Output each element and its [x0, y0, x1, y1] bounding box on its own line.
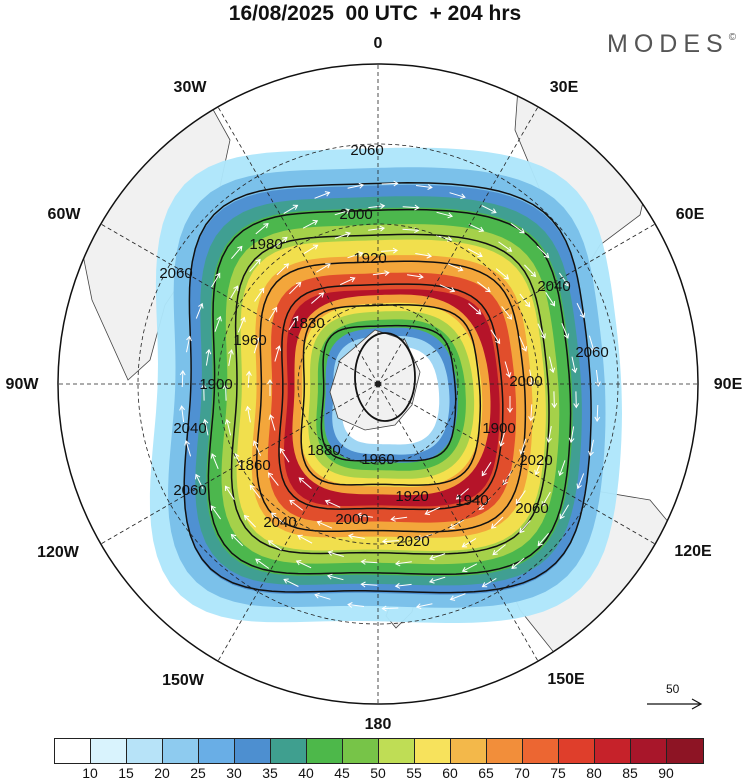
lon-label-60e: 60E	[675, 206, 705, 223]
lon-label-90e: 90E	[713, 376, 743, 393]
lon-label-150e: 150E	[547, 671, 585, 688]
contour-label-c-1940-bottom: 1940	[455, 492, 488, 509]
reference-vector-label: 50	[666, 682, 680, 696]
copyright-mark: ©	[728, 32, 737, 43]
colorbar-label: 60	[442, 765, 458, 781]
colorbar-label: 75	[550, 765, 566, 781]
map-disk	[79, 64, 698, 691]
colorbar-label: 30	[226, 765, 242, 781]
contour-label-c-2020-bottom: 2020	[396, 533, 429, 550]
contour-label-c-2060-lower-left: 2060	[173, 482, 206, 499]
height-contour-2	[230, 233, 550, 555]
contour-label-c-2040-left: 2040	[173, 420, 206, 437]
contour-label-c-1880: 1880	[307, 442, 340, 459]
colorbar-label: 65	[478, 765, 494, 781]
brand-logo: MODES©	[607, 30, 736, 59]
antarctica-coast	[329, 329, 421, 431]
contour-label-c-1920-top: 1920	[353, 250, 386, 267]
colorbar-label: 20	[154, 765, 170, 781]
colorbar-label: 15	[118, 765, 134, 781]
lon-label-120e: 120E	[674, 543, 712, 560]
colorbar-cell	[595, 739, 631, 763]
colorbar-cell	[487, 739, 523, 763]
colorbar	[54, 738, 704, 764]
contour-label-c-2060-top: 2060	[350, 142, 383, 159]
colorbar-cell	[415, 739, 451, 763]
lon-label-30w: 30W	[173, 79, 207, 96]
colorbar-labels: 10 15 20 25 30 35 40 45 50 55 60 65 70 75 80 85 90	[0, 765, 750, 782]
contour-label-c-2060-left: 2060	[159, 265, 192, 282]
contour-label-c-1830: 1830	[291, 315, 324, 332]
contour-label-c-1900-left: 1900	[199, 376, 232, 393]
contour-label-c-1900-right: 1900	[482, 420, 515, 437]
contour-label-c-2000-bottom: 2000	[335, 511, 368, 528]
colorbar-label: 25	[190, 765, 206, 781]
colorbar-label: 10	[82, 765, 98, 781]
contour-label-c-2060-lower-right: 2060	[515, 500, 548, 517]
colorbar-cell	[307, 739, 343, 763]
colorbar-cell	[559, 739, 595, 763]
height-contour-5	[300, 304, 482, 486]
contour-label-c-2000-right: 2000	[509, 373, 542, 390]
contour-label-c-2040-bottom: 2040	[263, 514, 296, 531]
colorbar-label: 55	[406, 765, 422, 781]
contour-label-c-1960-left: 1960	[233, 332, 266, 349]
map-boundary	[57, 63, 699, 705]
contour-label-c-1980-left: 1980	[249, 236, 282, 253]
height-contour-0	[183, 182, 592, 594]
colorbar-label: 70	[514, 765, 530, 781]
wind-vectors	[179, 180, 601, 612]
colorbar-label: 35	[262, 765, 278, 781]
contour-label-c-1920-bottom: 1920	[395, 488, 428, 505]
colorbar-cell	[55, 739, 91, 763]
lon-label-90w: 90W	[5, 376, 39, 393]
colorbar-label: 85	[622, 765, 638, 781]
colorbar-cell	[91, 739, 127, 763]
lon-label-30e: 30E	[549, 79, 579, 96]
colorbar-cell	[235, 739, 271, 763]
lon-label-60w: 60W	[47, 206, 81, 223]
contour-label-c-1860: 1860	[237, 457, 270, 474]
contour-label-c-2060-right: 2060	[575, 344, 608, 361]
map-title: 16/08/2025 00 UTC + 204 hrs	[228, 2, 522, 25]
colorbar-label: 50	[370, 765, 386, 781]
colorbar-label: 90	[658, 765, 674, 781]
colorbar-cell	[523, 739, 559, 763]
contour-label-c-1960-bottom: 1960	[361, 451, 394, 468]
height-contour-3	[256, 260, 527, 533]
lon-label-120w: 120W	[37, 544, 79, 561]
contour-label-c-2020-right: 2020	[519, 452, 552, 469]
contour-label-c-2040-right: 2040	[537, 278, 570, 295]
colorbar-cell	[127, 739, 163, 763]
lon-label-180: 180	[364, 716, 392, 733]
lon-label-0: 0	[373, 35, 383, 52]
brand-text: MODES	[607, 30, 729, 58]
height-contour-4	[278, 283, 504, 511]
colorbar-cell	[379, 739, 415, 763]
lat-lon-grid	[58, 64, 698, 704]
height-contour-6	[320, 324, 457, 462]
colorbar-cell	[343, 739, 379, 763]
reference-vector-arrow	[647, 698, 703, 710]
polar-map: 2060 2000 1980 1920 1830 1960 2060 1900 2040 2060…	[57, 63, 699, 705]
vortex-core-contour	[354, 332, 416, 422]
colorbar-cell	[163, 739, 199, 763]
colorbar-label: 45	[334, 765, 350, 781]
contour-labels: 2060 2000 1980 1920 1830 1960 2060 1900 2040 2060…	[159, 142, 608, 550]
lon-label-150w: 150W	[162, 672, 204, 689]
colorbar-cell	[631, 739, 667, 763]
height-contour-1	[207, 208, 572, 576]
colorbar-cell	[667, 739, 703, 763]
colorbar-cell	[451, 739, 487, 763]
colorbar-label: 40	[298, 765, 314, 781]
colorbar-cell	[271, 739, 307, 763]
colorbar-cell	[199, 739, 235, 763]
colorbar-label: 80	[586, 765, 602, 781]
contour-label-c-2000-top: 2000	[339, 206, 372, 223]
